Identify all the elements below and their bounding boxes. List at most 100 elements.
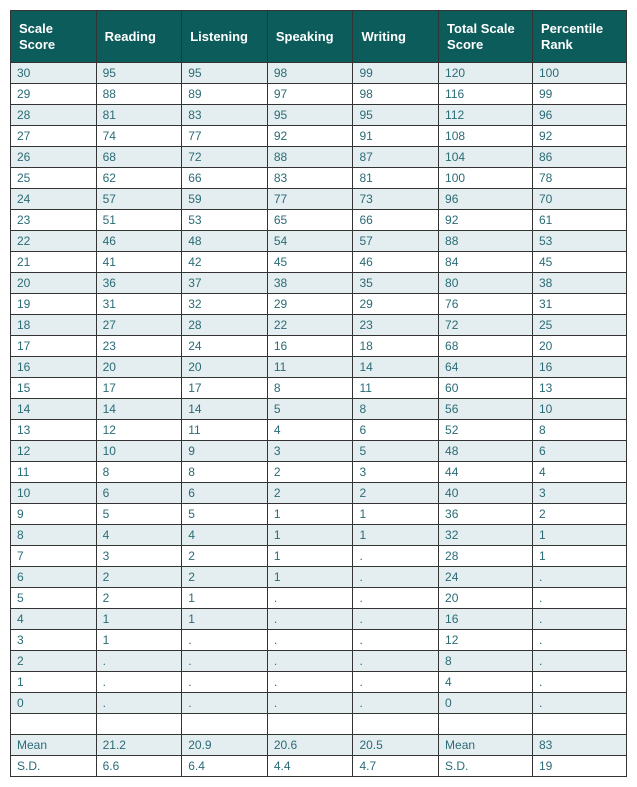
table-row: 17232416186820: [11, 336, 627, 357]
cell: 53: [533, 231, 627, 252]
table-row: 411..16.: [11, 609, 627, 630]
cell: 24: [439, 567, 533, 588]
cell: 3: [96, 546, 182, 567]
cell: 29: [11, 84, 97, 105]
cell: 74: [96, 126, 182, 147]
cell: 38: [533, 273, 627, 294]
table-row: 1517178116013: [11, 378, 627, 399]
table-row: 277477929110892: [11, 126, 627, 147]
cell: 45: [267, 252, 353, 273]
cell: 20.5: [353, 735, 439, 756]
cell: 4: [11, 609, 97, 630]
cell: 25: [11, 168, 97, 189]
cell: 8: [96, 462, 182, 483]
cell: 95: [353, 105, 439, 126]
cell: 16: [533, 357, 627, 378]
cell: 65: [267, 210, 353, 231]
cell: 29: [353, 294, 439, 315]
cell: .: [96, 693, 182, 714]
cell: 6: [182, 483, 268, 504]
cell: 98: [353, 84, 439, 105]
cell: 80: [439, 273, 533, 294]
cell: 14: [11, 399, 97, 420]
cell: 31: [96, 294, 182, 315]
cell: 32: [182, 294, 268, 315]
cell: .: [182, 651, 268, 672]
table-row: 84411321: [11, 525, 627, 546]
cell: 6: [533, 441, 627, 462]
table-row: 31...12.: [11, 630, 627, 651]
cell: 1: [533, 546, 627, 567]
cell: 12: [439, 630, 533, 651]
cell: 11: [182, 420, 268, 441]
cell: 116: [439, 84, 533, 105]
cell: 27: [11, 126, 97, 147]
header-row: Scale Score Reading Listening Speaking W…: [11, 11, 627, 63]
cell: 40: [439, 483, 533, 504]
cell: 12: [96, 420, 182, 441]
cell: 41: [96, 252, 182, 273]
cell: [439, 714, 533, 735]
table-row: [11, 714, 627, 735]
cell: 104: [439, 147, 533, 168]
cell: 26: [11, 147, 97, 168]
cell: 4: [533, 462, 627, 483]
cell: 96: [533, 105, 627, 126]
cell: 8: [353, 399, 439, 420]
cell: 27: [96, 315, 182, 336]
cell: 0: [439, 693, 533, 714]
cell: 16: [11, 357, 97, 378]
cell: 84: [439, 252, 533, 273]
cell: 16: [267, 336, 353, 357]
cell: 20: [533, 336, 627, 357]
cell: 48: [439, 441, 533, 462]
cell: .: [182, 693, 268, 714]
cell: 11: [267, 357, 353, 378]
cell: 4: [96, 525, 182, 546]
table-row: 24575977739670: [11, 189, 627, 210]
cell: 1: [267, 546, 353, 567]
cell: 92: [267, 126, 353, 147]
cell: .: [353, 651, 439, 672]
cell: 1: [353, 525, 439, 546]
cell: S.D.: [439, 756, 533, 777]
cell: 60: [439, 378, 533, 399]
cell: 6.6: [96, 756, 182, 777]
cell: .: [533, 588, 627, 609]
cell: 5: [267, 399, 353, 420]
cell: 22: [11, 231, 97, 252]
cell: 59: [182, 189, 268, 210]
cell: 9: [11, 504, 97, 525]
cell: 5: [182, 504, 268, 525]
cell: 52: [439, 420, 533, 441]
table-row: 19313229297631: [11, 294, 627, 315]
cell: 3: [267, 441, 353, 462]
cell: 6: [11, 567, 97, 588]
cell: 2: [182, 546, 268, 567]
cell: .: [96, 672, 182, 693]
cell: 1: [182, 588, 268, 609]
cell: 30: [11, 63, 97, 84]
cell: 23: [11, 210, 97, 231]
cell: 88: [96, 84, 182, 105]
table-row: 3095959899120100: [11, 63, 627, 84]
cell: 1: [96, 630, 182, 651]
cell: 57: [96, 189, 182, 210]
table-row: 20363738358038: [11, 273, 627, 294]
cell: 7: [11, 546, 97, 567]
cell: 95: [96, 63, 182, 84]
cell: 1: [353, 504, 439, 525]
table-row: Mean21.220.920.620.5Mean83: [11, 735, 627, 756]
table-row: 18272822237225: [11, 315, 627, 336]
cell: .: [182, 630, 268, 651]
cell: 17: [96, 378, 182, 399]
cell: .: [353, 693, 439, 714]
cell: 46: [96, 231, 182, 252]
cell: 92: [533, 126, 627, 147]
cell: 22: [267, 315, 353, 336]
table-row: 256266838110078: [11, 168, 627, 189]
cell: .: [533, 630, 627, 651]
table-row: 22464854578853: [11, 231, 627, 252]
cell: .: [353, 588, 439, 609]
cell: 3: [533, 483, 627, 504]
